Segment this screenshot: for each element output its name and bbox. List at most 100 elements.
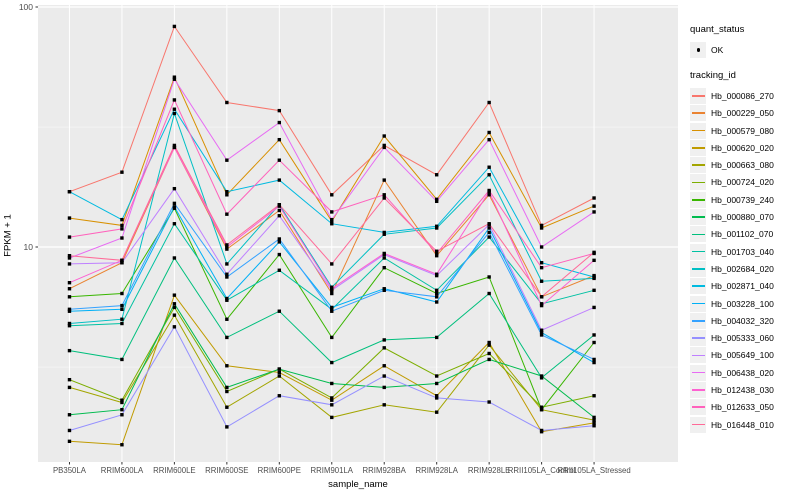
legend-key-box — [690, 416, 706, 433]
data-point — [487, 173, 491, 177]
data-point — [120, 317, 124, 321]
legend-key-box — [690, 191, 706, 208]
data-point — [172, 305, 177, 310]
legend-entry-Hb_004032_320: Hb_004032_320 — [690, 312, 798, 329]
data-point — [382, 251, 386, 256]
data-point — [539, 261, 544, 265]
legend: quant_status OK tracking_id Hb_000086_27… — [690, 24, 798, 433]
series-line-swatch — [691, 181, 705, 184]
data-point — [172, 293, 177, 297]
data-point — [592, 415, 596, 420]
data-point — [172, 145, 177, 150]
series-line-swatch — [691, 285, 705, 287]
legend-entry-label: Hb_001102_070 — [711, 229, 774, 240]
legend-entry-label: Hb_000739_240 — [711, 194, 774, 205]
data-point — [382, 288, 386, 293]
legend-entry-Hb_002684_020: Hb_002684_020 — [690, 260, 798, 277]
data-point — [592, 210, 596, 214]
data-point — [172, 186, 177, 191]
legend-key-box — [690, 209, 706, 226]
data-point — [330, 381, 334, 386]
legend-entry-label: Hb_012633_050 — [711, 402, 774, 413]
legend-entry-Hb_000086_270: Hb_000086_270 — [690, 87, 798, 104]
data-point — [382, 178, 386, 182]
data-point — [277, 237, 282, 241]
data-point — [67, 428, 72, 433]
data-point — [67, 216, 72, 220]
data-point — [592, 196, 596, 200]
legend-key-box — [690, 139, 706, 156]
data-point — [225, 193, 229, 197]
data-point — [434, 374, 439, 378]
data-point — [172, 98, 177, 102]
series-line-swatch — [691, 250, 705, 253]
legend-entry-Hb_000739_240: Hb_000739_240 — [690, 191, 798, 208]
data-point — [277, 108, 282, 113]
legend-entry-Hb_001102_070: Hb_001102_070 — [690, 226, 798, 243]
series-line-swatch — [691, 406, 705, 409]
data-point — [172, 222, 177, 226]
legend-entry-label: Hb_000724_020 — [711, 177, 774, 188]
data-point — [382, 346, 386, 350]
x-tick-label: RRII105LA_Control — [508, 466, 576, 475]
series-line-swatch — [691, 302, 705, 305]
legend-entry-label: Hb_002684_020 — [711, 263, 774, 274]
data-point — [277, 268, 282, 272]
data-point — [382, 143, 386, 148]
series-line-swatch — [691, 129, 705, 132]
data-point — [225, 389, 229, 394]
legend-key-box — [690, 347, 706, 364]
data-point — [434, 197, 439, 202]
legend-entry-Hb_002871_040: Hb_002871_040 — [690, 278, 798, 295]
data-point — [592, 333, 596, 337]
data-point — [487, 230, 491, 235]
data-point — [172, 143, 177, 148]
legend-entries: Hb_000086_270 Hb_000229_050 Hb_000579_080 H… — [690, 87, 798, 433]
data-point — [330, 360, 334, 365]
data-point — [382, 145, 386, 150]
data-point — [67, 189, 72, 194]
data-point — [120, 303, 124, 308]
data-point — [382, 403, 386, 407]
data-point — [67, 413, 72, 417]
data-point — [487, 188, 491, 193]
series-line-swatch — [691, 164, 705, 166]
legend-key-box — [690, 87, 706, 104]
legend-entry-label: Hb_000663_080 — [711, 160, 774, 171]
data-point — [330, 307, 334, 312]
data-point — [120, 236, 124, 240]
data-point — [330, 398, 334, 402]
data-point — [330, 287, 334, 291]
legend-key-box — [690, 312, 706, 329]
legend-key-box — [690, 381, 706, 398]
data-point — [120, 291, 124, 296]
data-point — [277, 367, 282, 371]
data-point — [120, 258, 124, 263]
data-point — [277, 240, 282, 244]
legend-key-box — [690, 41, 706, 58]
data-point — [225, 212, 229, 216]
data-point — [382, 265, 386, 270]
data-point — [277, 203, 282, 207]
data-point — [67, 309, 72, 313]
data-point — [487, 340, 491, 345]
data-point — [539, 374, 544, 378]
series-line-swatch — [691, 95, 705, 97]
legend-key-box — [690, 260, 706, 277]
data-point — [487, 351, 491, 356]
data-point — [120, 227, 124, 231]
legend-entry-Hb_000724_020: Hb_000724_020 — [690, 174, 798, 191]
data-point — [592, 394, 596, 398]
data-point — [434, 249, 439, 253]
data-point — [225, 298, 229, 302]
data-point — [120, 307, 124, 312]
data-point — [487, 291, 491, 296]
data-point — [592, 357, 596, 362]
data-point — [120, 217, 124, 222]
data-point — [539, 223, 544, 228]
legend-entry-Hb_012633_050: Hb_012633_050 — [690, 399, 798, 416]
data-point — [434, 300, 439, 304]
x-tick-label: RRIM600LE — [153, 466, 195, 475]
legend-quant-status-title: quant_status — [690, 24, 745, 35]
data-point — [539, 279, 544, 283]
